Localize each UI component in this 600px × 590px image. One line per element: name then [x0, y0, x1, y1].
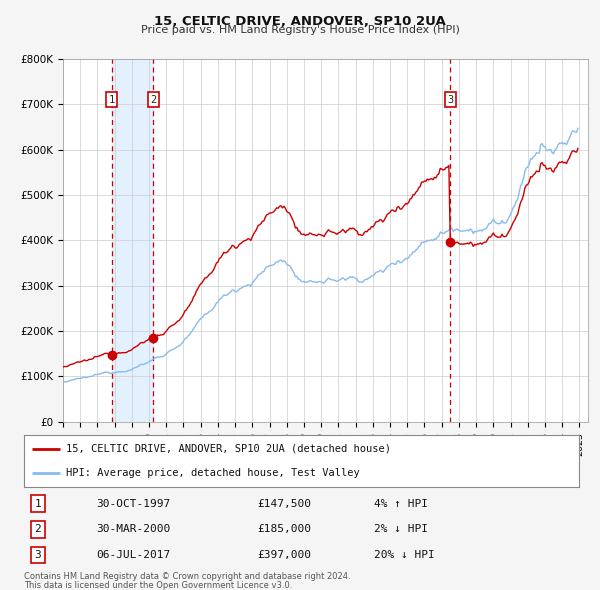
Text: 15, CELTIC DRIVE, ANDOVER, SP10 2UA (detached house): 15, CELTIC DRIVE, ANDOVER, SP10 2UA (det…: [65, 444, 391, 454]
Text: £185,000: £185,000: [257, 525, 311, 535]
Text: 1: 1: [35, 499, 41, 509]
Text: HPI: Average price, detached house, Test Valley: HPI: Average price, detached house, Test…: [65, 468, 359, 478]
Text: 4% ↑ HPI: 4% ↑ HPI: [374, 499, 428, 509]
Text: 3: 3: [35, 550, 41, 560]
Text: 06-JUL-2017: 06-JUL-2017: [96, 550, 170, 560]
Bar: [112, 59, 154, 422]
Text: This data is licensed under the Open Government Licence v3.0.: This data is licensed under the Open Gov…: [24, 581, 292, 589]
Text: 3: 3: [447, 95, 454, 105]
Text: £397,000: £397,000: [257, 550, 311, 560]
Text: Price paid vs. HM Land Registry's House Price Index (HPI): Price paid vs. HM Land Registry's House …: [140, 25, 460, 35]
Text: Contains HM Land Registry data © Crown copyright and database right 2024.: Contains HM Land Registry data © Crown c…: [24, 572, 350, 581]
Text: 1: 1: [109, 95, 115, 105]
Text: £147,500: £147,500: [257, 499, 311, 509]
Text: 30-MAR-2000: 30-MAR-2000: [96, 525, 170, 535]
Text: 20% ↓ HPI: 20% ↓ HPI: [374, 550, 434, 560]
Text: 15, CELTIC DRIVE, ANDOVER, SP10 2UA: 15, CELTIC DRIVE, ANDOVER, SP10 2UA: [154, 15, 446, 28]
Text: 2% ↓ HPI: 2% ↓ HPI: [374, 525, 428, 535]
Text: 30-OCT-1997: 30-OCT-1997: [96, 499, 170, 509]
Text: 2: 2: [35, 525, 41, 535]
Text: 2: 2: [150, 95, 157, 105]
